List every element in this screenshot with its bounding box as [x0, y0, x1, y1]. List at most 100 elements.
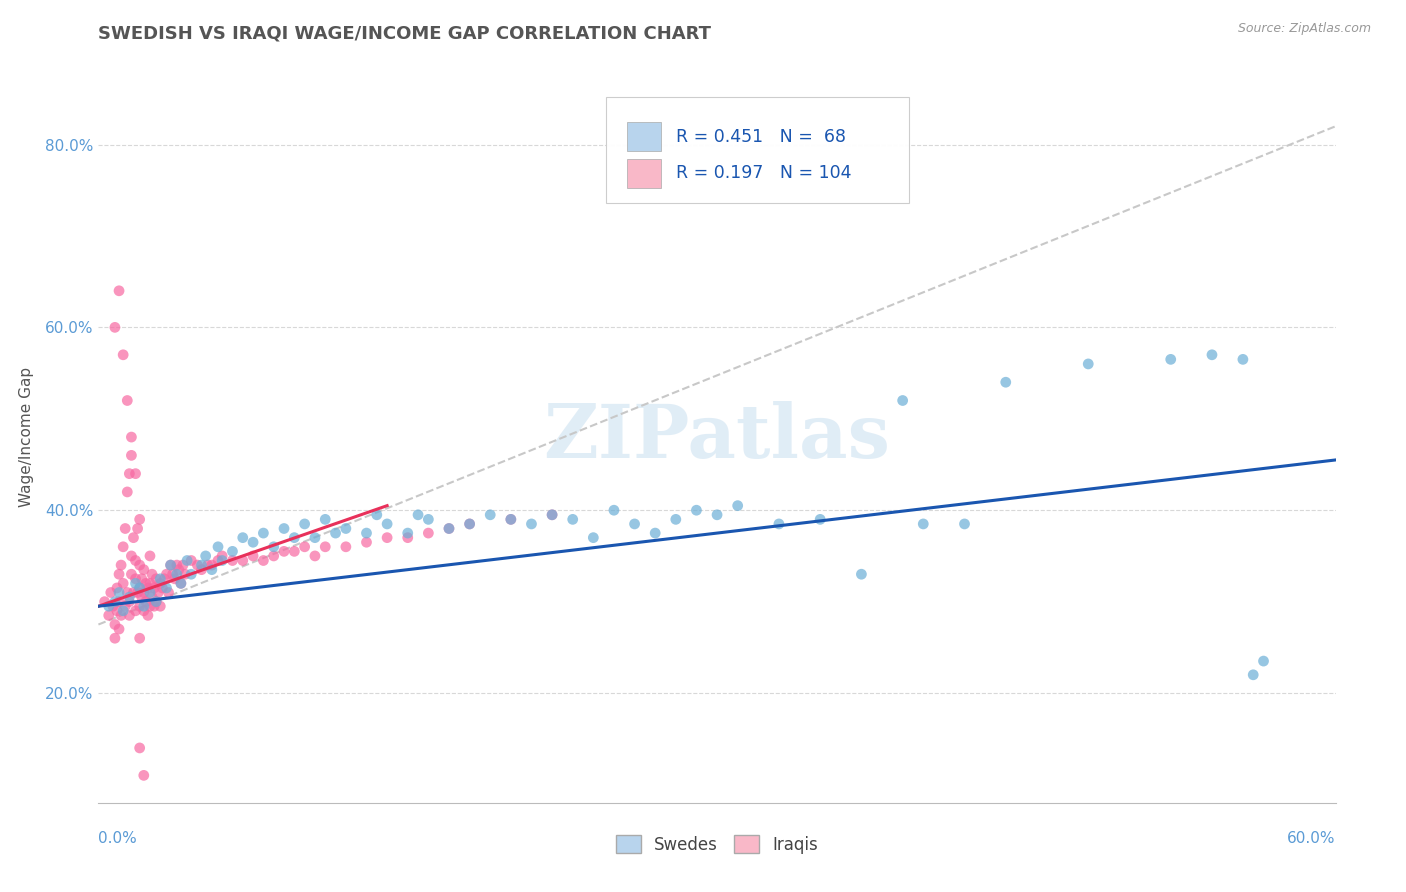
- Point: [356, 535, 378, 549]
- Point: [93, 594, 115, 608]
- FancyBboxPatch shape: [606, 97, 908, 203]
- Point: [108, 594, 131, 608]
- Point: [128, 581, 150, 595]
- Point: [135, 576, 157, 591]
- Point: [148, 585, 170, 599]
- Point: [1241, 667, 1264, 681]
- Point: [124, 467, 146, 481]
- Point: [159, 558, 181, 573]
- Point: [541, 508, 564, 522]
- Text: 60.0%: 60.0%: [1288, 831, 1336, 846]
- Point: [335, 540, 357, 554]
- Point: [273, 544, 295, 558]
- Point: [1077, 357, 1099, 371]
- Point: [135, 594, 157, 608]
- Point: [1201, 348, 1223, 362]
- Point: [108, 585, 131, 599]
- Point: [263, 549, 285, 563]
- Point: [118, 594, 141, 608]
- Point: [112, 576, 135, 591]
- Point: [145, 594, 167, 608]
- Point: [232, 553, 254, 567]
- Point: [100, 585, 122, 599]
- Point: [1232, 352, 1254, 367]
- Point: [159, 558, 181, 573]
- Point: [141, 567, 163, 582]
- Point: [211, 553, 233, 567]
- Point: [170, 576, 193, 591]
- Point: [112, 348, 135, 362]
- Point: [117, 485, 139, 500]
- Point: [155, 567, 177, 582]
- Point: [335, 521, 357, 535]
- Point: [211, 549, 233, 563]
- Point: [104, 320, 127, 334]
- Text: R = 0.197   N = 104: R = 0.197 N = 104: [676, 164, 852, 182]
- Point: [623, 516, 645, 531]
- Point: [112, 540, 135, 554]
- Point: [201, 558, 224, 573]
- Point: [768, 516, 790, 531]
- Point: [124, 604, 146, 618]
- Point: [437, 521, 460, 535]
- Point: [294, 540, 316, 554]
- Point: [396, 526, 419, 541]
- Point: [207, 540, 229, 554]
- Point: [132, 768, 155, 782]
- Point: [157, 585, 180, 599]
- Point: [120, 430, 142, 444]
- Point: [891, 393, 914, 408]
- Point: [118, 590, 141, 604]
- Point: [150, 581, 173, 595]
- Point: [499, 512, 522, 526]
- Point: [101, 599, 124, 614]
- Point: [176, 553, 198, 567]
- Point: [143, 599, 166, 614]
- Point: [128, 632, 150, 646]
- Point: [994, 375, 1017, 389]
- Point: [186, 558, 208, 573]
- Point: [851, 567, 873, 582]
- Text: ZIPatlas: ZIPatlas: [544, 401, 890, 474]
- Point: [145, 594, 167, 608]
- Point: [706, 508, 728, 522]
- Point: [145, 572, 167, 586]
- Point: [108, 284, 131, 298]
- Point: [122, 585, 145, 599]
- Point: [665, 512, 688, 526]
- Point: [520, 516, 543, 531]
- Point: [122, 531, 145, 545]
- Point: [396, 531, 419, 545]
- Point: [167, 563, 190, 577]
- Point: [149, 572, 172, 586]
- Point: [458, 516, 481, 531]
- Point: [356, 526, 378, 541]
- Point: [263, 540, 285, 554]
- Point: [139, 585, 162, 599]
- Point: [252, 553, 274, 567]
- Point: [149, 576, 172, 591]
- Point: [166, 558, 188, 573]
- Point: [143, 581, 166, 595]
- Point: [136, 581, 159, 595]
- Point: [131, 572, 153, 586]
- Point: [232, 531, 254, 545]
- Point: [479, 508, 502, 522]
- Point: [124, 572, 146, 586]
- Point: [132, 599, 155, 614]
- Point: [418, 512, 440, 526]
- Point: [912, 516, 935, 531]
- Point: [294, 516, 316, 531]
- Point: [201, 563, 224, 577]
- Text: Source: ZipAtlas.com: Source: ZipAtlas.com: [1237, 22, 1371, 36]
- Point: [808, 512, 831, 526]
- Point: [953, 516, 976, 531]
- Point: [174, 567, 197, 582]
- Point: [541, 508, 564, 522]
- Point: [117, 585, 139, 599]
- Point: [139, 576, 162, 591]
- Point: [166, 567, 188, 582]
- Point: [242, 535, 264, 549]
- Point: [127, 585, 149, 599]
- Point: [603, 503, 626, 517]
